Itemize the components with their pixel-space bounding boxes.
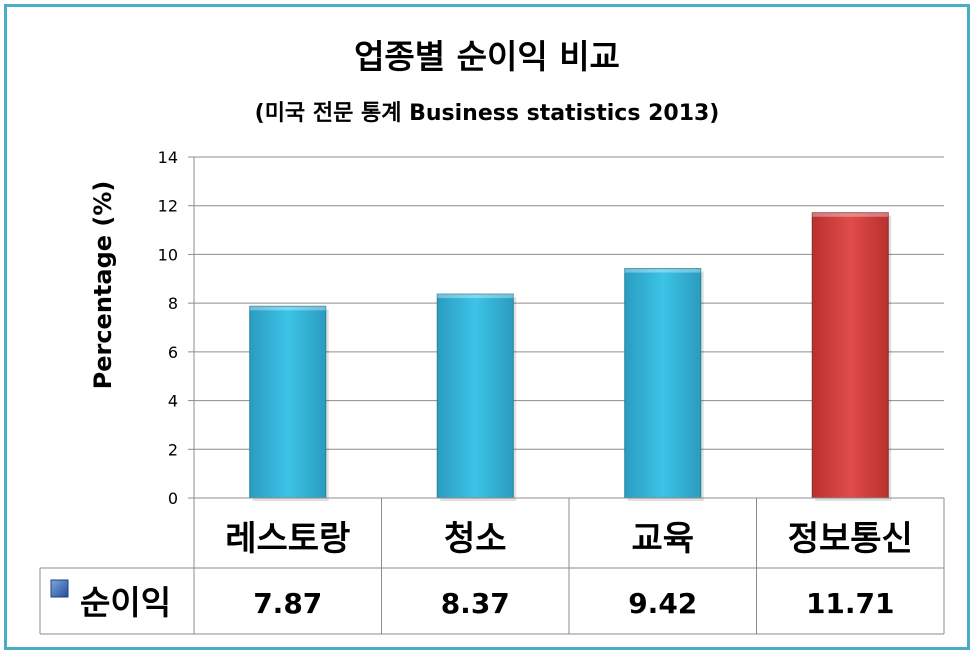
series-name-label: 순이익 <box>80 583 171 622</box>
y-tick-label: 12 <box>158 197 178 216</box>
bar-highlight <box>437 294 514 299</box>
bar-3 <box>624 268 702 499</box>
data-value-label: 9.42 <box>628 587 697 620</box>
bar-4 <box>811 212 889 499</box>
bar-2 <box>436 293 514 499</box>
y-tick-label: 14 <box>158 148 178 167</box>
data-value-label: 11.71 <box>806 587 895 620</box>
data-value-label: 8.37 <box>441 587 510 620</box>
y-tick-label: 0 <box>168 489 178 508</box>
y-tick-label: 4 <box>168 392 178 411</box>
data-value-label: 7.87 <box>253 587 322 620</box>
legend-swatch <box>50 579 69 598</box>
chart-subtitle: (미국 전문 통계 Business statistics 2013) <box>254 101 720 126</box>
x-category-label: 청소 <box>444 519 507 559</box>
bar-1 <box>249 305 327 499</box>
x-category-label: 레스토랑 <box>225 519 350 559</box>
y-tick-label: 10 <box>158 245 178 264</box>
chart-title: 업종별 순이익 비교 <box>354 37 620 76</box>
y-tick-label: 2 <box>168 440 178 459</box>
x-category-label: 정보통신 <box>788 519 913 559</box>
bar-highlight <box>249 306 326 311</box>
y-tick-label: 6 <box>168 343 178 362</box>
bar-highlight <box>812 212 889 217</box>
bar-highlight <box>624 268 701 273</box>
x-category-label: 교육 <box>631 519 694 559</box>
y-tick-label: 8 <box>168 294 178 313</box>
